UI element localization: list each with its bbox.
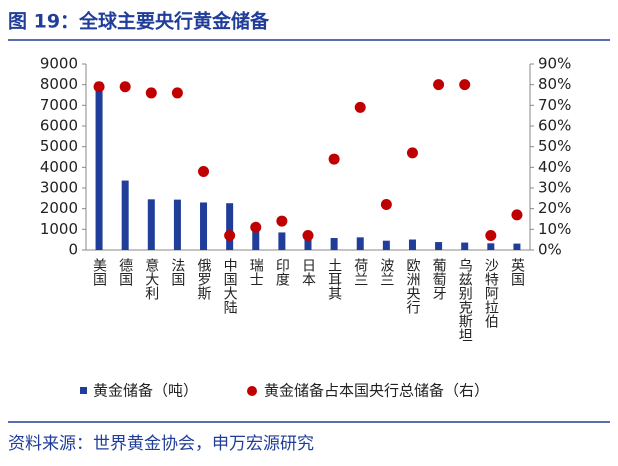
point xyxy=(406,147,418,159)
point xyxy=(250,221,262,233)
bar xyxy=(278,232,286,250)
x-tick-label: 意大利 xyxy=(143,257,159,300)
y2-tick-label: 30% xyxy=(538,179,571,197)
bar xyxy=(252,228,260,250)
y-tick-label: 4000 xyxy=(40,158,78,176)
bar xyxy=(408,239,416,250)
legend-swatch xyxy=(247,386,257,396)
y-tick-label: 2000 xyxy=(40,199,78,217)
point xyxy=(433,79,445,91)
y2-tick-label: 20% xyxy=(538,199,571,217)
y2-tick-label: 50% xyxy=(538,137,571,155)
point xyxy=(511,209,523,221)
bar xyxy=(147,199,155,250)
bar xyxy=(330,238,338,250)
bar xyxy=(356,237,364,250)
legend-swatch xyxy=(80,387,87,394)
point xyxy=(485,230,497,242)
x-tick-label: 沙特阿拉伯 xyxy=(483,258,499,328)
x-tick-label: 瑞士 xyxy=(248,258,264,286)
y2-tick-label: 0% xyxy=(538,241,562,259)
bar xyxy=(513,243,521,250)
x-tick-label: 波兰 xyxy=(378,258,394,286)
bar xyxy=(95,81,103,250)
point xyxy=(354,101,366,113)
y-tick-label: 3000 xyxy=(40,179,78,197)
y-tick-label: 9000 xyxy=(40,55,78,73)
bar xyxy=(200,202,208,250)
point xyxy=(119,81,131,93)
point xyxy=(93,81,105,93)
point xyxy=(459,79,471,91)
bar xyxy=(304,232,312,250)
y2-tick-label: 70% xyxy=(538,96,571,114)
bar xyxy=(226,203,234,250)
bar xyxy=(487,243,495,250)
x-tick-label: 乌兹别克斯坦 xyxy=(457,258,473,342)
legend-label: 黄金储备占本国央行总储备（右） xyxy=(264,382,489,400)
x-tick-label: 土耳其 xyxy=(326,258,342,300)
x-tick-label: 荷兰 xyxy=(352,258,368,286)
point xyxy=(302,230,314,242)
y2-tick-label: 40% xyxy=(538,158,571,176)
y-tick-label: 6000 xyxy=(40,117,78,135)
y2-tick-label: 60% xyxy=(538,117,571,135)
point xyxy=(328,153,340,165)
point xyxy=(198,165,210,177)
y-tick-label: 7000 xyxy=(40,96,78,114)
x-tick-label: 法国 xyxy=(169,258,185,286)
y2-tick-label: 10% xyxy=(538,220,571,238)
x-tick-label: 德国 xyxy=(117,258,133,286)
legend-label: 黄金储备（吨） xyxy=(93,382,198,400)
x-tick-label: 英国 xyxy=(509,257,525,286)
y2-tick-label: 90% xyxy=(538,55,571,73)
bar xyxy=(461,242,469,250)
y-tick-label: 5000 xyxy=(40,137,78,155)
point xyxy=(380,199,392,211)
x-tick-label: 俄罗斯 xyxy=(196,258,212,301)
x-tick-label: 日本 xyxy=(300,258,316,286)
bar xyxy=(435,242,443,250)
y-tick-label: 1000 xyxy=(40,220,78,238)
point xyxy=(171,87,183,99)
source: 资料来源：世界黄金协会，申万宏源研究 xyxy=(8,434,314,454)
bar xyxy=(173,199,181,250)
point xyxy=(276,215,288,227)
chart-title: 图 19：全球主要央行黄金储备 xyxy=(8,10,270,33)
x-tick-label: 美国 xyxy=(91,258,107,286)
bar xyxy=(382,240,390,250)
point xyxy=(224,230,236,242)
y-tick-label: 0 xyxy=(68,241,78,259)
y-tick-label: 8000 xyxy=(40,75,78,93)
point xyxy=(145,87,157,99)
bar xyxy=(121,180,129,250)
x-tick-label: 印度 xyxy=(274,258,290,286)
x-tick-label: 欧洲央行 xyxy=(404,258,420,315)
x-tick-label: 中国大陆 xyxy=(222,258,238,314)
y2-tick-label: 80% xyxy=(538,75,571,93)
x-tick-label: 葡萄牙 xyxy=(431,258,447,301)
